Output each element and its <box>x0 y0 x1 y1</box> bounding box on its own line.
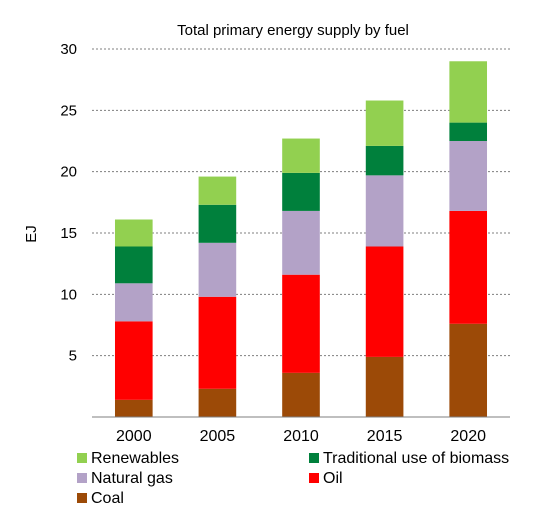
bar-segment-renewables <box>282 138 320 173</box>
x-tick-label: 2000 <box>116 428 152 445</box>
legend-label: Coal <box>91 490 124 507</box>
legend-label: Oil <box>323 470 343 487</box>
y-tick-label: 5 <box>69 348 77 365</box>
legend-swatch <box>77 493 87 503</box>
bar-segment-traditional-use-of-biomass <box>282 172 320 211</box>
bar-segment-coal <box>114 399 153 417</box>
bar-stack-2015 <box>365 100 404 417</box>
bar-stack-2020 <box>449 61 488 417</box>
bar-segment-renewables <box>449 61 488 123</box>
bar-segment-oil <box>282 274 320 373</box>
y-tick-label: 25 <box>60 102 77 119</box>
x-tick-label: 2015 <box>367 428 403 445</box>
bar-segment-coal <box>449 323 488 417</box>
bar-segment-renewables <box>114 219 153 247</box>
legend-label: Renewables <box>91 450 179 467</box>
bar-segment-oil <box>114 321 153 400</box>
bar-segment-renewables <box>198 176 237 205</box>
y-tick-label: 15 <box>60 225 77 242</box>
legend: Renewables Traditional use of biomass Natu… <box>77 450 509 507</box>
legend-label: Traditional use of biomass <box>323 450 509 467</box>
bar-segment-renewables <box>365 100 404 146</box>
x-tick-label: 2010 <box>283 428 319 445</box>
bar-segment-traditional-use-of-biomass <box>365 145 404 176</box>
bar-segment-coal <box>198 388 237 417</box>
bar-segment-oil <box>449 210 488 324</box>
bar-segment-natural-gas <box>198 242 237 297</box>
bar-segment-natural-gas <box>282 210 320 275</box>
bar-segment-oil <box>365 246 404 357</box>
bar-segment-traditional-use-of-biomass <box>449 122 488 141</box>
legend-swatch <box>309 473 319 483</box>
y-tick-label: 10 <box>60 286 77 303</box>
y-axis-label: EJ <box>23 225 40 243</box>
x-axis-ticks: 2000 2005 2010 2015 2020 <box>116 428 486 445</box>
chart-title: Total primary energy supply by fuel <box>177 22 409 39</box>
bar-segment-coal <box>365 356 404 417</box>
bar-segment-traditional-use-of-biomass <box>114 246 153 284</box>
legend-swatch <box>77 453 87 463</box>
legend-item: Natural gas <box>77 470 173 487</box>
bars <box>114 61 488 417</box>
bar-segment-natural-gas <box>365 175 404 247</box>
x-tick-label: 2020 <box>450 428 486 445</box>
legend-swatch <box>309 453 319 463</box>
y-axis-ticks: 5 10 15 20 25 30 <box>60 41 77 365</box>
bar-stack-2000 <box>114 219 153 417</box>
y-tick-label: 30 <box>60 41 77 58</box>
bar-segment-coal <box>282 372 320 417</box>
bar-segment-oil <box>198 296 237 389</box>
bar-stack-2005 <box>198 176 237 417</box>
legend-item: Renewables <box>77 450 179 467</box>
bar-segment-traditional-use-of-biomass <box>198 204 237 243</box>
bar-segment-natural-gas <box>449 141 488 211</box>
legend-item: Traditional use of biomass <box>309 450 509 467</box>
legend-swatch <box>77 473 87 483</box>
x-tick-label: 2005 <box>200 428 236 445</box>
legend-item: Coal <box>77 490 124 507</box>
legend-item: Oil <box>309 470 343 487</box>
legend-label: Natural gas <box>91 470 173 487</box>
bar-stack-2010 <box>282 138 320 417</box>
y-tick-label: 20 <box>60 164 77 181</box>
bar-segment-natural-gas <box>114 283 153 322</box>
